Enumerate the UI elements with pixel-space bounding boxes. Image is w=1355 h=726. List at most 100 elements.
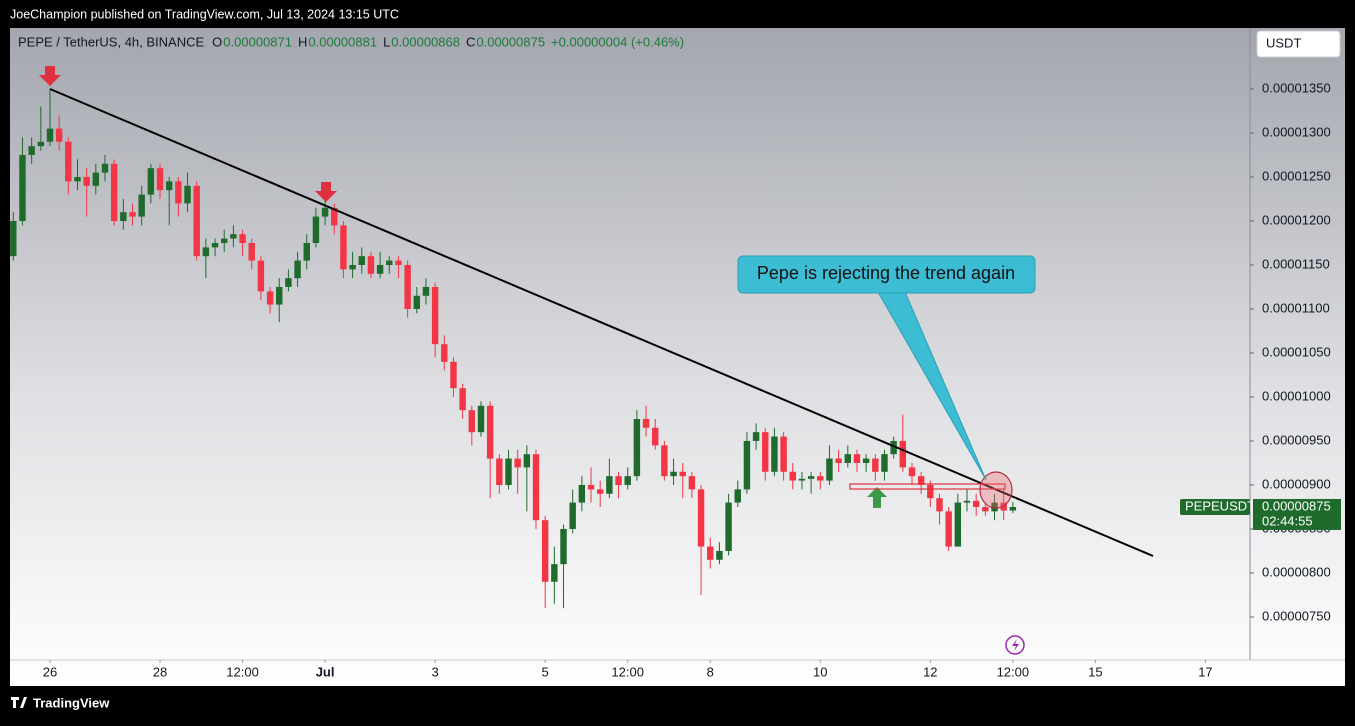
trendline (49, 88, 1154, 557)
candle-body (633, 418, 641, 477)
candle-body (349, 264, 356, 270)
candle-body (404, 264, 411, 309)
y-tick-label: 0.00001350 (1262, 80, 1331, 95)
candle-body (679, 471, 686, 477)
candle-body (376, 264, 384, 274)
candle-body (239, 234, 246, 243)
candle-body (395, 260, 402, 265)
currency-button[interactable] (1256, 30, 1341, 58)
legend-value: 0.00000881 (308, 34, 377, 49)
candle-body (129, 212, 136, 217)
candle-body (303, 242, 310, 261)
highlight-circle (979, 471, 1013, 509)
candle-body (688, 476, 696, 490)
header: JoeChampion published on TradingView.com… (10, 7, 399, 21)
y-tick-label: 0.00001300 (1262, 124, 1331, 139)
candle-body (596, 489, 604, 494)
candle-body (908, 467, 916, 477)
candle-body (807, 476, 815, 479)
candle-body (156, 168, 164, 191)
candle-body (110, 163, 118, 221)
candle-body (358, 256, 365, 265)
candle-body (386, 260, 393, 265)
candle-body (707, 546, 714, 560)
y-tick-label: 0.00001000 (1262, 388, 1331, 403)
candle-body (670, 471, 677, 477)
candle-body (826, 458, 833, 481)
price-tag-symbol-bg (1180, 498, 1250, 515)
currency-label[interactable]: USDT (1266, 35, 1301, 50)
candle-body (285, 278, 292, 287)
candle-body (221, 238, 228, 243)
legend-value: 0.00000875 (476, 34, 545, 49)
candle-body (505, 458, 512, 485)
event-bolt (1012, 639, 1019, 651)
candle-body (46, 128, 54, 142)
candle-body (954, 502, 962, 547)
candle-body (762, 432, 769, 472)
x-tick-label: 10 (813, 664, 827, 679)
y-tick-label: 0.00000800 (1262, 564, 1331, 579)
legend-label: O (212, 34, 222, 49)
candle-body (798, 478, 806, 481)
candle-body (927, 484, 934, 499)
candle-body (193, 185, 200, 257)
x-tick-label: 17 (1198, 664, 1212, 679)
candle-body (853, 454, 861, 463)
candle-body (431, 286, 439, 345)
candle-body (257, 260, 265, 292)
panel (10, 28, 1345, 686)
candle-body (211, 242, 219, 248)
candle-body (578, 484, 586, 503)
x-tick-label: 12 (923, 664, 937, 679)
candle-body (477, 405, 485, 433)
candle-body (917, 476, 925, 485)
candle-body (862, 458, 870, 463)
candle-body (523, 454, 531, 468)
candle-body (413, 295, 421, 309)
candle-body (890, 440, 897, 455)
price-tag-price: 0.00000875 (1262, 498, 1331, 513)
candle-body (65, 141, 72, 182)
candle-body (321, 207, 329, 217)
candle-body (817, 476, 824, 481)
legend-value: 0.00000871 (223, 34, 292, 49)
candle-body (936, 498, 943, 512)
legend-value: 0.00000868 (391, 34, 460, 49)
legend-label: H (298, 34, 307, 49)
price-tag-symbol: PEPEUSDT (1185, 498, 1255, 513)
candle-body (230, 234, 237, 239)
x-tick-label: 26 (43, 664, 57, 679)
candle-body (248, 242, 255, 261)
candle-body (697, 489, 705, 547)
candle-body (551, 564, 558, 582)
candle-body (266, 291, 274, 305)
x-tick-label: 12:00 (611, 664, 644, 679)
candle-body (496, 458, 503, 485)
price-tag-countdown: 02:44:55 (1262, 513, 1313, 528)
candle-body (276, 286, 283, 305)
candle-body (74, 176, 81, 182)
candle-body (624, 476, 631, 485)
candle-body (367, 256, 375, 274)
y-tick-label: 0.00001250 (1262, 168, 1331, 183)
x-tick-label: 12:00 (226, 664, 259, 679)
y-tick-label: 0.00001100 (1262, 300, 1330, 315)
candle-body (872, 458, 879, 472)
y-tick-label: 0.00001150 (1262, 256, 1330, 271)
candle-body (19, 154, 26, 221)
candle-body (294, 260, 301, 279)
candle-body (642, 418, 650, 428)
candle-body (587, 484, 595, 490)
candle-body (37, 141, 45, 147)
legend-symbol: PEPE / TetherUS, 4h, BINANCE (18, 34, 204, 49)
candle-body (652, 427, 659, 446)
candle-body (982, 506, 989, 512)
legend-label: C (466, 34, 475, 49)
candle-body (184, 185, 191, 204)
x-tick-label: 5 (542, 664, 549, 679)
footer-logo: TradingView (33, 695, 110, 710)
candle-body (55, 128, 63, 142)
